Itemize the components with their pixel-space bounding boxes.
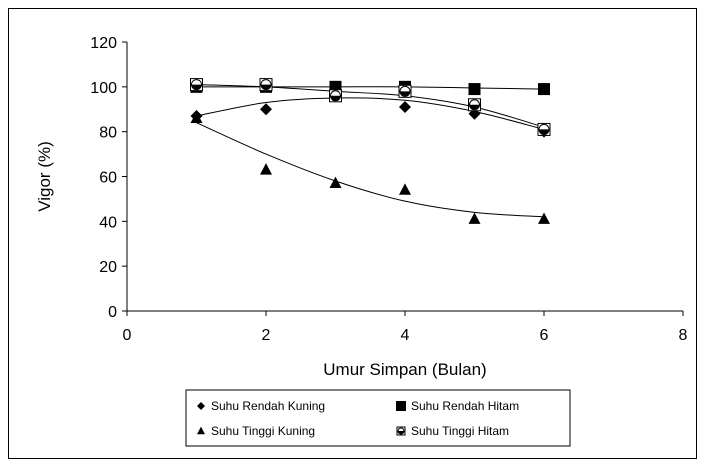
- triangle-marker: [190, 111, 203, 124]
- legend-marker: [396, 401, 406, 411]
- y-tick-label: 100: [90, 80, 117, 97]
- diamond-marker: [399, 101, 411, 114]
- data-point-series-3: [537, 122, 551, 136]
- square-marker: [396, 401, 406, 411]
- legend-marker: [197, 402, 205, 410]
- data-point-series-2: [468, 212, 481, 224]
- y-tick-label: 120: [90, 35, 117, 52]
- data-point-series-0: [260, 103, 272, 116]
- x-tick-label: 6: [540, 327, 549, 344]
- half-circle-marker: [191, 84, 202, 90]
- x-tick-label: 8: [679, 327, 688, 344]
- data-point-series-2: [260, 163, 272, 175]
- data-point-series-3: [190, 78, 203, 92]
- square-marker: [468, 83, 481, 96]
- legend-label: Suhu Tinggi Hitam: [411, 424, 509, 438]
- half-circle-marker: [469, 104, 480, 110]
- data-point-series-2: [329, 176, 342, 189]
- circle-outline-marker: [469, 99, 480, 111]
- legend-label: Suhu Rendah Kuning: [211, 399, 325, 413]
- chart-frame: [8, 8, 697, 459]
- triangle-marker: [399, 183, 411, 195]
- legend-marker: [197, 426, 205, 435]
- trendline-2: [196, 122, 545, 218]
- triangle-marker: [538, 212, 550, 224]
- data-point-series-2: [190, 111, 203, 124]
- triangle-marker: [468, 212, 481, 224]
- data-point-series-3: [398, 84, 412, 98]
- diamond-marker: [260, 103, 272, 116]
- legend-label: Suhu Tinggi Kuning: [211, 424, 315, 438]
- square-marker: [538, 83, 550, 96]
- data-point-series-3: [329, 89, 342, 103]
- x-tick-label: 2: [262, 327, 271, 344]
- x-tick-label: 0: [123, 327, 132, 344]
- circle-outline-marker: [399, 85, 411, 97]
- circle-outline-marker: [397, 427, 405, 435]
- legend-marker: [396, 426, 406, 436]
- triangle-marker: [329, 176, 342, 189]
- circle-outline-marker: [191, 79, 202, 91]
- data-point-series-1: [468, 83, 481, 96]
- y-tick-label: 60: [99, 170, 117, 187]
- circle-outline-marker: [538, 123, 550, 135]
- triangle-marker: [197, 426, 205, 435]
- trendline-0: [196, 97, 545, 130]
- data-point-series-2: [538, 212, 550, 224]
- half-circle-marker: [400, 91, 410, 97]
- diamond-marker: [197, 402, 205, 410]
- y-tick-label: 0: [108, 304, 117, 321]
- y-axis-title: Vigor (%): [35, 141, 54, 212]
- half-circle-marker: [330, 95, 341, 101]
- y-tick-label: 40: [99, 214, 117, 231]
- data-point-series-0: [399, 101, 411, 114]
- legend-box: [185, 389, 571, 447]
- data-point-series-3: [259, 78, 273, 92]
- data-point-series-2: [399, 183, 411, 195]
- legend-label: Suhu Rendah Hitam: [411, 399, 519, 413]
- x-axis-title: Umur Simpan (Bulan): [323, 360, 486, 379]
- half-circle-marker: [539, 129, 549, 135]
- trendline-3: [196, 84, 545, 128]
- x-tick-label: 4: [401, 327, 410, 344]
- trendline-1: [196, 86, 545, 90]
- y-tick-label: 20: [99, 259, 117, 276]
- data-point-series-1: [538, 83, 550, 96]
- circle-outline-marker: [330, 90, 341, 102]
- triangle-marker: [260, 163, 272, 175]
- y-tick-label: 80: [99, 125, 117, 142]
- data-point-series-3: [468, 98, 481, 112]
- half-circle-marker: [261, 84, 271, 90]
- circle-outline-marker: [260, 79, 272, 91]
